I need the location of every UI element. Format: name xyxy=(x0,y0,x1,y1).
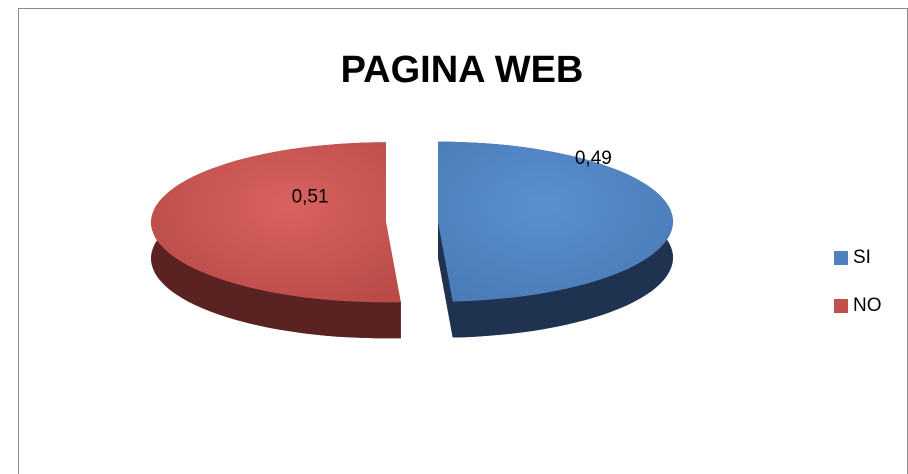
slice xyxy=(438,141,673,302)
pie: 0,49 0,51 xyxy=(151,141,673,339)
legend-label: SI xyxy=(853,247,871,268)
data-label: 0,51 xyxy=(292,186,329,207)
legend-swatch xyxy=(834,299,848,313)
slice-side xyxy=(438,221,453,338)
slice xyxy=(151,142,401,303)
legend: SI NO xyxy=(834,247,882,316)
chart-title: PAGINA WEB xyxy=(341,49,584,91)
legend-swatch xyxy=(834,251,848,265)
legend-label: NO xyxy=(853,295,882,316)
data-label: 0,49 xyxy=(575,148,612,169)
